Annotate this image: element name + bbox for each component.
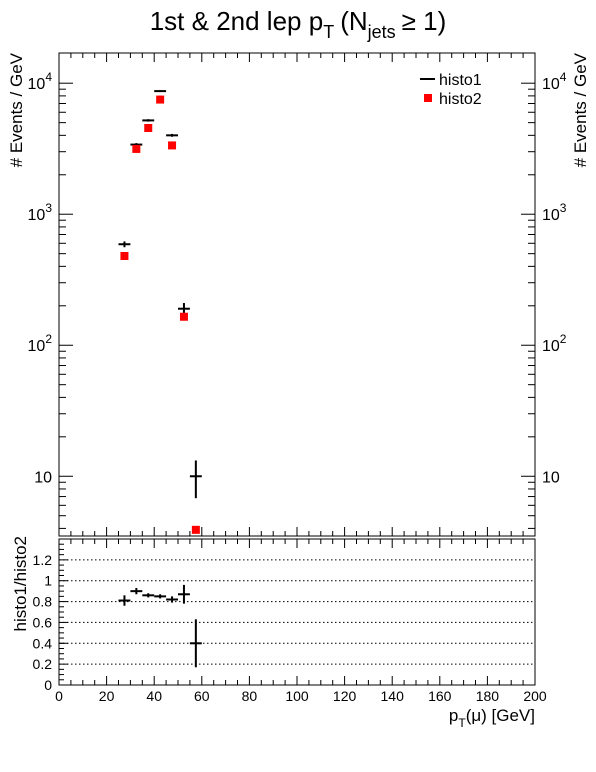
upper-y-tick-labels: 10 10 102 102 103 103 104 104 bbox=[28, 70, 567, 486]
lower-axis-ticks bbox=[58, 539, 536, 686]
lower-plot-frame bbox=[58, 538, 536, 686]
x-tick-label: 80 bbox=[242, 688, 258, 704]
x-tick-label: 160 bbox=[428, 688, 452, 704]
lower-y-tick-label: 0 bbox=[44, 677, 52, 693]
title-tail: ≥ 1) bbox=[402, 6, 447, 36]
upper-y-tick-label-right: 10 bbox=[542, 469, 560, 486]
x-tick-label: 40 bbox=[146, 688, 162, 704]
upper-y-tick-label-left: 10 bbox=[34, 469, 52, 486]
x-tick-label: 120 bbox=[333, 688, 357, 704]
upper-y-tick-label-left: 104 bbox=[28, 70, 53, 93]
legend-label-histo1: histo1 bbox=[439, 72, 482, 89]
legend-label-histo2: histo2 bbox=[439, 91, 482, 108]
x-tick-label: 200 bbox=[523, 688, 547, 704]
histo2-point bbox=[191, 525, 200, 534]
histo2-point bbox=[144, 124, 153, 133]
lower-y-tick-label: 1.2 bbox=[33, 552, 53, 568]
title-paren: (N bbox=[340, 6, 367, 36]
upper-y-axis-title-right: # Events / GeV bbox=[571, 52, 590, 167]
lower-gridlines bbox=[59, 559, 535, 665]
x-tick-label: 180 bbox=[476, 688, 500, 704]
upper-axis-ticks bbox=[58, 53, 536, 536]
x-axis-title-sub: T bbox=[458, 716, 466, 730]
series-histo2 bbox=[120, 95, 200, 534]
upper-y-tick-label-right: 103 bbox=[542, 201, 567, 224]
upper-y-axis-title-left: # Events / GeV bbox=[7, 52, 26, 167]
legend-box bbox=[416, 70, 520, 106]
title-main: 1st & 2nd lep p bbox=[150, 6, 323, 36]
histo2-point bbox=[132, 144, 141, 153]
x-tick-label: 140 bbox=[381, 688, 405, 704]
x-tick-label: 20 bbox=[99, 688, 115, 704]
chart-title: 1st & 2nd lep pT (Njets ≥ 1) bbox=[150, 6, 447, 42]
lower-y-tick-label: 0.2 bbox=[33, 656, 53, 672]
lower-y-tick-label: 0.6 bbox=[33, 614, 53, 630]
x-tick-label: 100 bbox=[285, 688, 309, 704]
histo2-point bbox=[120, 251, 129, 260]
lower-y-tick-label: 0.4 bbox=[33, 635, 53, 651]
x-tick-label: 60 bbox=[194, 688, 210, 704]
lower-y-axis-title: histo1/histo2 bbox=[11, 536, 30, 631]
x-axis-title-tail: (μ) [GeV] bbox=[466, 706, 535, 725]
upper-y-tick-label-right: 102 bbox=[542, 332, 567, 355]
histo2-point bbox=[179, 312, 188, 321]
series-ratio bbox=[118, 584, 202, 668]
histo2-point bbox=[168, 141, 177, 150]
lower-y-tick-label: 0.8 bbox=[33, 594, 53, 610]
upper-y-tick-label-left: 103 bbox=[28, 201, 53, 224]
series-histo1 bbox=[118, 90, 202, 499]
title-sub-t: T bbox=[323, 22, 334, 42]
x-axis-title-base: p bbox=[449, 706, 458, 725]
x-axis-title: pT(μ) [GeV] bbox=[449, 706, 535, 730]
histo2-point bbox=[156, 95, 165, 104]
lower-y-tick-label: 1 bbox=[44, 573, 52, 589]
upper-y-tick-label-left: 102 bbox=[28, 332, 53, 355]
title-sub-jets: jets bbox=[367, 22, 396, 42]
upper-y-tick-label-right: 104 bbox=[542, 70, 567, 93]
upper-plot-frame bbox=[58, 52, 536, 537]
lower-tick-labels: 00.20.40.60.811.20 20 40 60 80 100 120 140 160 18… bbox=[33, 552, 547, 704]
legend-marker-histo2 bbox=[424, 94, 432, 102]
x-tick-label: 0 bbox=[55, 688, 63, 704]
